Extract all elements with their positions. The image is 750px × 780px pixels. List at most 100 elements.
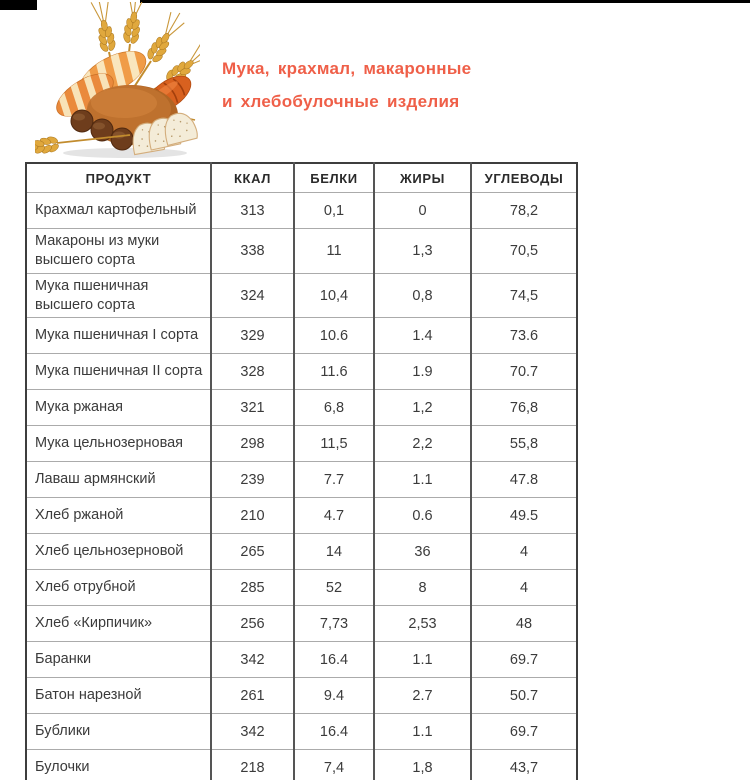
kcal-cell: 329: [210, 317, 294, 354]
fat-cell: 2,53: [373, 605, 471, 642]
table-row: Хлеб цельнозерновой 265 14 36 4: [26, 533, 577, 570]
kcal-cell: 285: [210, 569, 294, 606]
carbs-cell: 70,5: [470, 228, 577, 274]
product-name-cell: Батон нарезной: [26, 677, 211, 714]
fat-cell: 1,2: [373, 389, 471, 426]
protein-cell: 6,8: [293, 389, 374, 426]
kcal-cell: 218: [210, 749, 294, 780]
table-row: Мука пшеничная I сорта 329 10.6 1.4 73.6: [26, 317, 577, 354]
fat-cell: 0,8: [373, 272, 471, 318]
fat-cell: 8: [373, 569, 471, 606]
carbs-cell: 49.5: [470, 497, 577, 534]
kcal-cell: 265: [210, 533, 294, 570]
carbs-cell: 74,5: [470, 272, 577, 318]
kcal-cell: 298: [210, 425, 294, 462]
carbs-cell: 4: [470, 569, 577, 606]
table-row: Баранки 342 16.4 1.1 69.7: [26, 641, 577, 678]
product-name-cell: Лаваш армянский: [26, 461, 211, 498]
table-row: Хлеб «Кирпичик» 256 7,73 2,53 48: [26, 605, 577, 642]
carbs-cell: 4: [470, 533, 577, 570]
table-row: Булочки 218 7,4 1,8 43,7: [26, 749, 577, 780]
carbs-cell: 70.7: [470, 353, 577, 390]
carbs-cell: 55,8: [470, 425, 577, 462]
protein-cell: 7,73: [293, 605, 374, 642]
kcal-cell: 256: [210, 605, 294, 642]
protein-cell: 16.4: [293, 713, 374, 750]
protein-cell: 9.4: [293, 677, 374, 714]
protein-cell: 16.4: [293, 641, 374, 678]
product-name-cell: Хлеб «Кирпичик»: [26, 605, 211, 642]
table-row: Хлеб отрубной 285 52 8 4: [26, 569, 577, 606]
table-row: Хлеб ржаной 210 4.7 0.6 49.5: [26, 497, 577, 534]
title-line-1: Мука, крахмал, макаронные: [222, 59, 472, 78]
product-name-cell: Мука пшеничная высшего сорта: [26, 272, 211, 318]
table-header-row: ПРОДУКТ ККАЛ БЕЛКИ ЖИРЫ УГЛЕВОДЫ: [26, 163, 577, 193]
fat-cell: 1.9: [373, 353, 471, 390]
top-border-line: [140, 0, 750, 3]
column-header-protein: БЕЛКИ: [293, 163, 374, 193]
page-title: Мука, крахмал, макаронные и хлебобулочны…: [222, 52, 471, 118]
carbs-cell: 69.7: [470, 713, 577, 750]
kcal-cell: 328: [210, 353, 294, 390]
top-left-black-bar: [0, 0, 37, 10]
carbs-cell: 76,8: [470, 389, 577, 426]
carbs-cell: 48: [470, 605, 577, 642]
kcal-cell: 324: [210, 272, 294, 318]
bread-wheat-illustration-svg: [35, 2, 200, 160]
bread-wheat-illustration: [35, 2, 200, 160]
product-name-cell: Мука пшеничная II сорта: [26, 353, 211, 390]
fat-cell: 2.7: [373, 677, 471, 714]
table-row: Батон нарезной 261 9.4 2.7 50.7: [26, 677, 577, 714]
product-name-cell: Хлеб цельнозерновой: [26, 533, 211, 570]
fat-cell: 0.6: [373, 497, 471, 534]
fat-cell: 36: [373, 533, 471, 570]
protein-cell: 7.7: [293, 461, 374, 498]
nutrition-table-wrap: ПРОДУКТ ККАЛ БЕЛКИ ЖИРЫ УГЛЕВОДЫ Крахмал…: [25, 162, 578, 780]
column-header-kcal: ККАЛ: [210, 163, 294, 193]
protein-cell: 0,1: [293, 192, 374, 229]
fat-cell: 1,8: [373, 749, 471, 780]
protein-cell: 11.6: [293, 353, 374, 390]
fat-cell: 1,3: [373, 228, 471, 274]
carbs-cell: 50.7: [470, 677, 577, 714]
protein-cell: 11: [293, 228, 374, 274]
kcal-cell: 342: [210, 713, 294, 750]
kcal-cell: 338: [210, 228, 294, 274]
protein-cell: 10.6: [293, 317, 374, 354]
carbs-cell: 69.7: [470, 641, 577, 678]
column-header-product: ПРОДУКТ: [85, 170, 152, 186]
product-name-cell: Макароны из муки высшего сорта: [26, 228, 211, 274]
product-name-cell: Булочки: [26, 749, 211, 780]
product-name-cell: Хлеб отрубной: [26, 569, 211, 606]
title-line-2: и хлебобулочные изделия: [222, 92, 460, 111]
table-row: Мука пшеничная II сорта 328 11.6 1.9 70.…: [26, 353, 577, 390]
protein-cell: 7,4: [293, 749, 374, 780]
protein-cell: 52: [293, 569, 374, 606]
table-row: Макароны из муки высшего сорта 338 11 1,…: [26, 228, 577, 274]
protein-cell: 10,4: [293, 272, 374, 318]
fat-cell: 1.1: [373, 713, 471, 750]
column-header-fat: ЖИРЫ: [373, 163, 471, 193]
product-name-cell: Мука цельнозерновая: [26, 425, 211, 462]
carbs-cell: 73.6: [470, 317, 577, 354]
nutrition-table: ПРОДУКТ ККАЛ БЕЛКИ ЖИРЫ УГЛЕВОДЫ Крахмал…: [25, 162, 578, 780]
product-name-cell: Баранки: [26, 641, 211, 678]
fat-cell: 2,2: [373, 425, 471, 462]
table-row: Мука пшеничная высшего сорта 324 10,4 0,…: [26, 272, 577, 318]
kcal-cell: 313: [210, 192, 294, 229]
kcal-cell: 261: [210, 677, 294, 714]
table-row: Мука ржаная 321 6,8 1,2 76,8: [26, 389, 577, 426]
product-name-cell: Мука пшеничная I сорта: [26, 317, 211, 354]
product-name-cell: Бублики: [26, 713, 211, 750]
carbs-cell: 43,7: [470, 749, 577, 780]
table-row: Бублики 342 16.4 1.1 69.7: [26, 713, 577, 750]
carbs-cell: 78,2: [470, 192, 577, 229]
protein-cell: 4.7: [293, 497, 374, 534]
column-header-carbs: УГЛЕВОДЫ: [470, 163, 577, 193]
kcal-cell: 321: [210, 389, 294, 426]
fat-cell: 1.1: [373, 461, 471, 498]
kcal-cell: 210: [210, 497, 294, 534]
product-name-cell: Мука ржаная: [26, 389, 211, 426]
kcal-cell: 239: [210, 461, 294, 498]
